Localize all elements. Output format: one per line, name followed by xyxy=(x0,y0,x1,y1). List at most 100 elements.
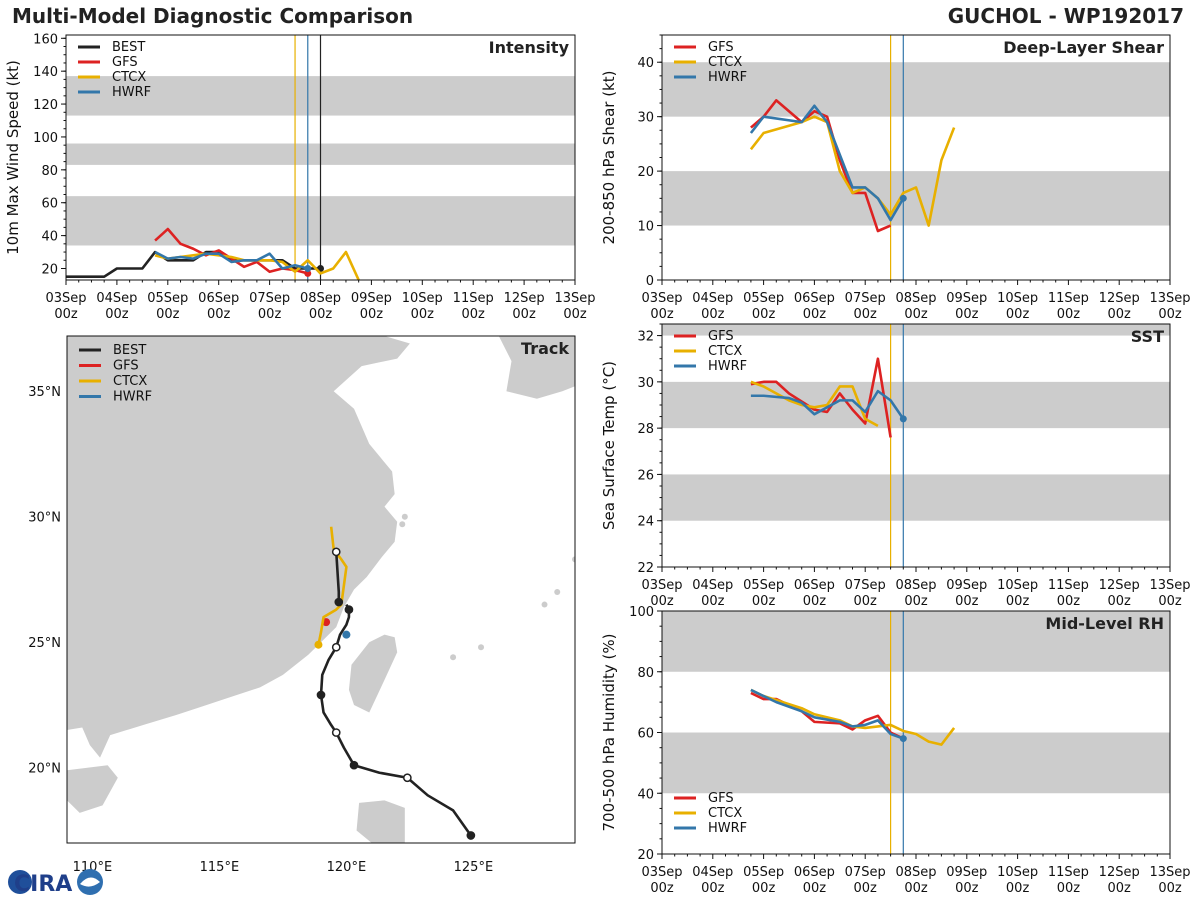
shear-legend-label-gfs: GFS xyxy=(708,40,734,55)
intensity-xtick-date: 05Sep xyxy=(147,291,188,306)
intensity-ytick-label: 100 xyxy=(33,131,58,146)
shear-legend-label-hwrf: HWRF xyxy=(708,70,747,85)
sst-xtick-date: 04Sep xyxy=(692,578,733,593)
sst-xtick-hour: 00z xyxy=(650,594,674,609)
rh-xtick-hour: 00z xyxy=(1006,881,1030,896)
land-island xyxy=(478,644,485,651)
land-island xyxy=(572,556,575,563)
cira-logo-text: CIRA xyxy=(14,872,72,897)
shear-xtick-hour: 00z xyxy=(752,307,776,322)
sst-series-gfs xyxy=(750,357,892,438)
sst-xtick-hour: 00z xyxy=(955,594,979,609)
rh-xtick-date: 07Sep xyxy=(845,865,886,880)
shear-xtick-date: 12Sep xyxy=(1099,291,1140,306)
rh-xtick-date: 05Sep xyxy=(743,865,784,880)
intensity-legend-label-ctcx: CTCX xyxy=(112,70,146,85)
intensity-xtick-date: 07Sep xyxy=(249,291,290,306)
cira-swirl-icon xyxy=(80,877,100,887)
intensity-ylabel: 10m Max Wind Speed (kt) xyxy=(4,60,22,255)
shear-xtick-hour: 00z xyxy=(854,307,878,322)
shear-xtick-date: 11Sep xyxy=(1048,291,1089,306)
intensity-xtick-date: 12Sep xyxy=(504,291,545,306)
track-marker-best xyxy=(403,773,412,783)
intensity-xtick-date: 13Sep xyxy=(554,291,595,306)
shear-xtick-date: 08Sep xyxy=(895,291,936,306)
cira-globe-icon xyxy=(8,870,32,894)
rh-band xyxy=(662,732,1170,794)
track-endpoint-hwrf xyxy=(342,630,351,639)
shear-xtick-hour: 00z xyxy=(803,307,827,322)
track-marker-best_north xyxy=(334,597,344,607)
shear-xtick-hour: 00z xyxy=(1108,307,1132,322)
land-island xyxy=(401,513,408,520)
land-island xyxy=(450,654,457,661)
land-hainan xyxy=(67,765,118,813)
land-luzon xyxy=(356,800,405,843)
shear-band xyxy=(662,171,1170,226)
sst-series-group xyxy=(750,357,907,438)
shear-endpoint-hwrf xyxy=(899,194,907,202)
track-axes-frame xyxy=(66,335,576,844)
intensity-xtick-hour: 00z xyxy=(512,307,536,322)
rh-series-ctcx xyxy=(750,688,956,746)
intensity-xtick-hour: 00z xyxy=(563,307,587,322)
sst-series-hwrf xyxy=(750,389,905,420)
shear-ytick-label: 30 xyxy=(637,111,654,126)
intensity-xtick-date: 09Sep xyxy=(351,291,392,306)
shear-panel-title: Deep-Layer Shear xyxy=(1003,38,1164,57)
sst-legend-label-gfs: GFS xyxy=(708,329,734,344)
shear-series-group xyxy=(749,99,956,233)
rh-xtick-hour: 00z xyxy=(650,881,674,896)
sst-xtick-date: 12Sep xyxy=(1099,578,1140,593)
chart-title: Multi-Model Diagnostic Comparison xyxy=(12,4,414,28)
shear-xtick-hour: 00z xyxy=(904,307,928,322)
rh-xtick-hour: 00z xyxy=(955,881,979,896)
sst-ytick-label: 26 xyxy=(637,468,654,483)
intensity-xtick-hour: 00z xyxy=(105,307,129,322)
intensity-ytick-label: 20 xyxy=(41,262,58,277)
shear-legend-label-ctcx: CTCX xyxy=(708,55,742,70)
shear-xtick-hour: 00z xyxy=(701,307,725,322)
cira-logo-graphic: CIRA xyxy=(8,869,103,897)
rh-xtick-date: 03Sep xyxy=(641,865,682,880)
land-island xyxy=(399,521,406,528)
sst-ytick-label: 28 xyxy=(637,422,654,437)
sst-xtick-date: 13Sep xyxy=(1149,578,1190,593)
shear-xtick-hour: 00z xyxy=(1057,307,1081,322)
shear-xtick-date: 06Sep xyxy=(794,291,835,306)
sst-xtick-date: 06Sep xyxy=(794,578,835,593)
rh-legend-label-ctcx: CTCX xyxy=(708,806,742,821)
rh-ylabel: 700-500 hPa Humidity (%) xyxy=(600,633,618,831)
intensity-xtick-date: 10Sep xyxy=(402,291,443,306)
track-legend-label-ctcx: CTCX xyxy=(113,374,147,389)
rh-xtick-hour: 00z xyxy=(1108,881,1132,896)
intensity-ytick-label: 160 xyxy=(33,32,58,47)
sst-ytick-label: 32 xyxy=(637,330,654,345)
intensity-series-ctcx xyxy=(154,250,360,280)
sst-xtick-date: 11Sep xyxy=(1048,578,1089,593)
rh-xtick-hour: 00z xyxy=(701,881,725,896)
rh-xtick-hour: 00z xyxy=(1057,881,1081,896)
intensity-ytick-label: 60 xyxy=(41,197,58,212)
shear-series-gfs xyxy=(750,99,892,233)
intensity-xtick-hour: 00z xyxy=(360,307,384,322)
sst-band xyxy=(662,324,1170,336)
intensity-endpoint-hwrf xyxy=(304,264,312,272)
sst-xtick-date: 08Sep xyxy=(895,578,936,593)
track-marker-best xyxy=(316,690,326,700)
intensity-xtick-hour: 00z xyxy=(411,307,435,322)
track-panel-title: Track xyxy=(521,339,569,358)
track-lat-label: 30°N xyxy=(28,511,61,526)
intensity-series-group xyxy=(66,227,360,280)
track-marker-best xyxy=(344,605,354,614)
rh-endpoint-hwrf xyxy=(899,735,907,743)
shear-xtick-date: 09Sep xyxy=(946,291,987,306)
shear-xtick-hour: 00z xyxy=(650,307,674,322)
sst-band xyxy=(662,474,1170,521)
rh-legend-label-gfs: GFS xyxy=(708,791,734,806)
sst-xtick-hour: 00z xyxy=(752,594,776,609)
rh-ytick-label: 80 xyxy=(637,666,654,681)
intensity-xtick-date: 03Sep xyxy=(45,291,86,306)
intensity-ytick-label: 120 xyxy=(33,98,58,113)
shear-xtick-hour: 00z xyxy=(1158,307,1182,322)
